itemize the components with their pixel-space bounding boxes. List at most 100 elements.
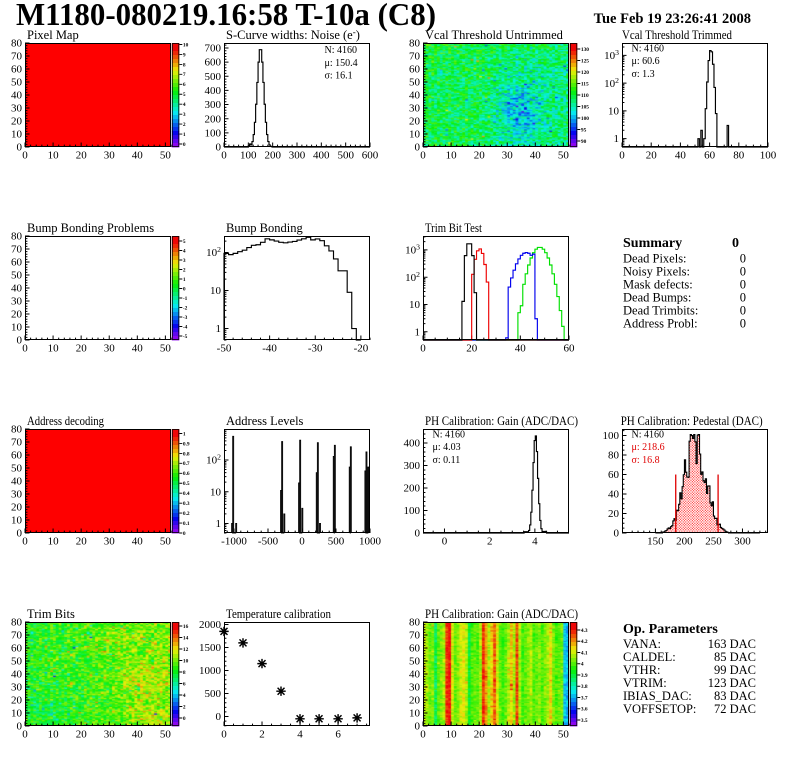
svg-text:1500: 1500 <box>199 642 222 654</box>
svg-text:400: 400 <box>404 438 421 450</box>
svg-text:40: 40 <box>675 150 687 162</box>
svg-text:Dead Trimbits:: Dead Trimbits: <box>623 304 698 318</box>
svg-text:125: 125 <box>581 58 589 64</box>
svg-text:120: 120 <box>581 70 589 76</box>
svg-text:100: 100 <box>581 116 589 122</box>
svg-text:400: 400 <box>205 85 222 97</box>
svg-text:-30: -30 <box>308 343 323 355</box>
svg-text:2000: 2000 <box>199 619 222 631</box>
svg-text:163 DAC: 163 DAC <box>708 637 756 651</box>
svg-text:200: 200 <box>264 150 281 162</box>
svg-text:0.6: 0.6 <box>183 471 190 477</box>
svg-text:40: 40 <box>515 343 527 355</box>
svg-text:40: 40 <box>11 669 23 681</box>
svg-text:150: 150 <box>647 536 664 548</box>
svg-text:20: 20 <box>11 502 23 514</box>
svg-text:4.3: 4.3 <box>581 628 588 634</box>
svg-text:300: 300 <box>404 460 421 472</box>
svg-text:6: 6 <box>335 729 341 741</box>
svg-text:0: 0 <box>216 142 222 154</box>
svg-text:Pixel Map: Pixel Map <box>27 28 79 42</box>
svg-text:0: 0 <box>17 528 23 540</box>
svg-text:100: 100 <box>205 128 222 140</box>
svg-text:σ: 0.11: σ: 0.11 <box>433 455 461 466</box>
svg-text:4: 4 <box>532 536 538 548</box>
svg-text:123 DAC: 123 DAC <box>708 676 756 690</box>
svg-text:0: 0 <box>732 236 739 251</box>
svg-text:0: 0 <box>420 729 426 741</box>
svg-text:N: 4160: N: 4160 <box>632 430 665 441</box>
svg-text:1: 1 <box>183 277 186 283</box>
svg-text:30: 30 <box>104 343 116 355</box>
svg-text:4.1: 4.1 <box>581 650 588 656</box>
svg-text:10: 10 <box>446 150 458 162</box>
svg-text:500: 500 <box>205 688 222 700</box>
svg-text:70: 70 <box>409 51 421 63</box>
svg-text:CALDEL:: CALDEL: <box>623 650 676 664</box>
svg-text:10: 10 <box>48 536 60 548</box>
svg-text:Vcal Threshold Trimmed: Vcal Threshold Trimmed <box>622 28 733 42</box>
svg-text:VTHR:: VTHR: <box>623 663 661 677</box>
svg-text:100: 100 <box>603 430 620 442</box>
svg-text:10: 10 <box>210 285 222 297</box>
svg-text:6: 6 <box>183 82 186 88</box>
svg-text:700: 700 <box>205 43 222 55</box>
svg-text:30: 30 <box>104 150 116 162</box>
svg-text:60: 60 <box>409 643 421 655</box>
svg-text:80: 80 <box>409 617 421 629</box>
svg-text:2: 2 <box>183 704 186 710</box>
svg-text:0.7: 0.7 <box>183 461 190 467</box>
svg-text:60: 60 <box>409 64 421 76</box>
svg-text:4: 4 <box>581 662 584 668</box>
svg-text:70: 70 <box>409 630 421 642</box>
svg-text:102: 102 <box>206 453 221 467</box>
svg-text:30: 30 <box>11 682 23 694</box>
svg-text:102: 102 <box>405 270 420 284</box>
svg-text:40: 40 <box>11 476 23 488</box>
svg-text:10: 10 <box>48 150 60 162</box>
svg-text:30: 30 <box>11 489 23 501</box>
svg-text:40: 40 <box>409 90 421 102</box>
svg-text:200: 200 <box>404 483 421 495</box>
svg-text:Dead Bumps:: Dead Bumps: <box>623 291 691 305</box>
svg-text:20: 20 <box>646 150 658 162</box>
svg-text:83 DAC: 83 DAC <box>714 689 756 703</box>
svg-text:103: 103 <box>405 243 420 257</box>
svg-text:20: 20 <box>11 695 23 707</box>
svg-text:3.5: 3.5 <box>581 718 588 724</box>
svg-text:M1180-080219.16:58 T-10a (C8): M1180-080219.16:58 T-10a (C8) <box>16 0 436 32</box>
svg-text:0: 0 <box>415 142 421 154</box>
svg-text:300: 300 <box>734 536 751 548</box>
svg-text:Tue Feb 19 23:26:41 2008: Tue Feb 19 23:26:41 2008 <box>594 11 751 27</box>
svg-text:40: 40 <box>132 343 144 355</box>
svg-text:30: 30 <box>104 729 116 741</box>
svg-text:10: 10 <box>210 486 222 498</box>
svg-text:50: 50 <box>11 270 23 282</box>
svg-text:60: 60 <box>11 257 23 269</box>
svg-text:10: 10 <box>409 708 421 720</box>
svg-text:VOFFSETOP:: VOFFSETOP: <box>623 702 696 716</box>
svg-text:10: 10 <box>11 129 23 141</box>
svg-text:10: 10 <box>11 708 23 720</box>
svg-text:-1000: -1000 <box>221 536 247 548</box>
svg-text:0.5: 0.5 <box>183 481 190 487</box>
svg-text:0: 0 <box>17 335 23 347</box>
svg-text:70: 70 <box>11 51 23 63</box>
svg-text:10: 10 <box>608 106 620 118</box>
svg-text:Dead Pixels:: Dead Pixels: <box>623 252 687 266</box>
svg-text:102: 102 <box>206 245 221 259</box>
svg-text:20: 20 <box>76 343 88 355</box>
svg-text:40: 40 <box>132 150 144 162</box>
svg-text:4: 4 <box>183 693 186 699</box>
svg-text:40: 40 <box>132 729 144 741</box>
svg-text:40: 40 <box>11 90 23 102</box>
svg-text:Trim Bit Test: Trim Bit Test <box>425 221 482 235</box>
svg-text:0: 0 <box>183 142 186 148</box>
svg-text:-50: -50 <box>217 343 232 355</box>
svg-text:1: 1 <box>614 133 620 145</box>
svg-text:4: 4 <box>183 248 186 254</box>
svg-text:30: 30 <box>104 536 116 548</box>
svg-text:50: 50 <box>160 343 172 355</box>
svg-text:100: 100 <box>404 505 421 517</box>
svg-text:60: 60 <box>11 643 23 655</box>
